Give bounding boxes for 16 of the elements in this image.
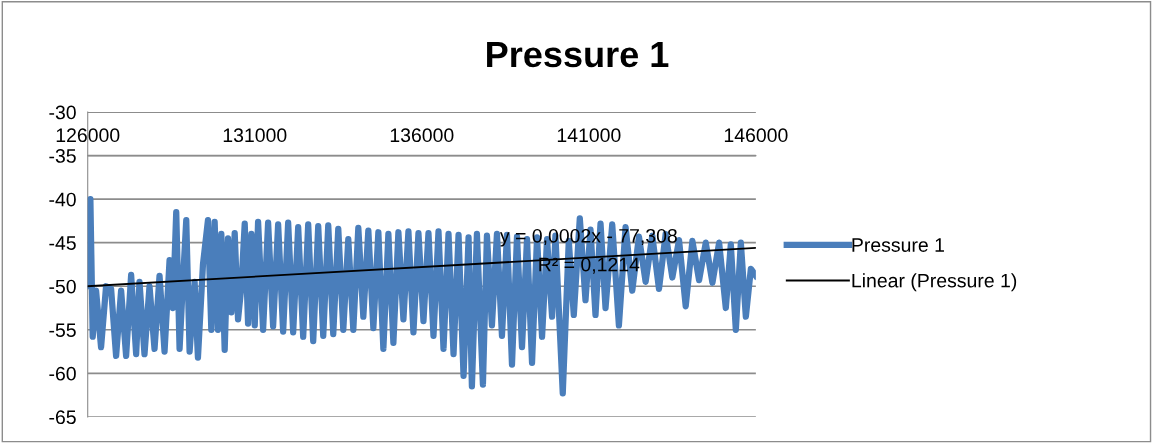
x-tick-label: 126000 [56,128,120,143]
y-tick-label: -50 [49,279,76,294]
y-tick-label: -65 [49,410,76,425]
y-tick-label: -40 [49,192,76,207]
y-tick-label: -35 [49,149,76,163]
x-tick-label: 136000 [390,128,454,143]
x-tick-label: 141000 [557,128,621,143]
y-tick-label: -60 [49,366,76,381]
y-tick-label: -45 [49,236,76,250]
x-tick-label: 146000 [724,128,788,143]
x-tick-label: 131000 [223,128,287,143]
legend-label: Linear (Pressure 1) [852,273,1017,292]
chart-title: Pressure 1 [487,42,669,68]
legend-label: Pressure 1 [852,238,944,252]
y-tick-label: -55 [49,323,76,338]
y-tick-label: -30 [49,105,76,120]
